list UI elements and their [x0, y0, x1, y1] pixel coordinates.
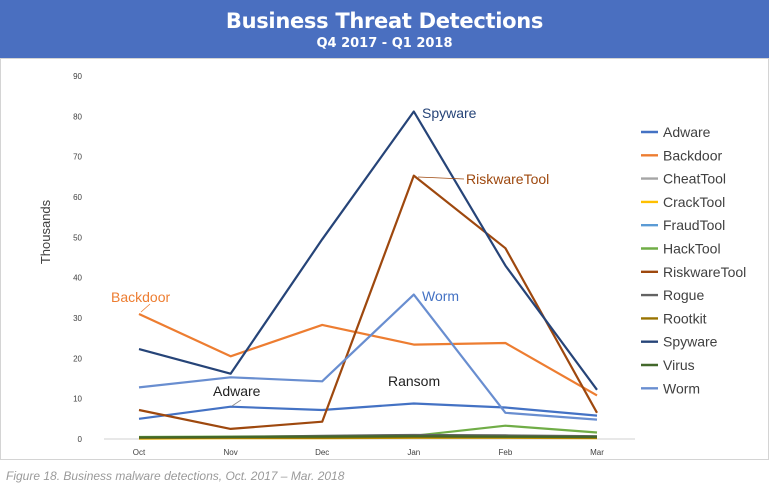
- x-tick-label: Mar: [590, 448, 604, 457]
- y-tick-label: 10: [73, 395, 82, 404]
- series-line-worm: [138, 293, 598, 421]
- y-tick-label: 0: [78, 435, 83, 444]
- x-tick-label: Nov: [223, 448, 237, 457]
- adware-leader-line: [231, 399, 242, 407]
- y-tick-label: 90: [73, 72, 82, 81]
- legend-label-cracktool: CrackTool: [663, 194, 725, 210]
- series-line-virus: [138, 435, 598, 439]
- riskwaretool-leader-line: [417, 176, 465, 180]
- x-tick-label: Jan: [407, 448, 420, 457]
- legend-label-riskwaretool: RiskwareTool: [663, 264, 746, 280]
- title-banner: Business Threat Detections Q4 2017 - Q1 …: [0, 0, 769, 58]
- annotation-ransom: Ransom: [388, 373, 440, 389]
- legend-label-spyware: Spyware: [663, 334, 718, 350]
- y-tick-label: 80: [73, 112, 82, 121]
- series-line-riskwaretool: [138, 174, 598, 430]
- y-tick-label: 30: [73, 314, 82, 323]
- annotation-spyware: Spyware: [422, 105, 477, 121]
- legend-label-adware: Adware: [663, 124, 711, 140]
- chart-title: Business Threat Detections: [225, 9, 544, 33]
- legend-label-rogue: Rogue: [663, 287, 704, 303]
- legend-label-cheattool: CheatTool: [663, 171, 726, 187]
- series-line-adware: [138, 402, 598, 420]
- y-tick-label: 70: [73, 153, 82, 162]
- series-line-backdoor: [138, 313, 598, 397]
- x-tick-label: Dec: [315, 448, 329, 457]
- legend-label-virus: Virus: [663, 357, 695, 373]
- annotation-adware: Adware: [213, 383, 261, 399]
- legend-label-hacktool: HackTool: [663, 241, 721, 257]
- series-line-spyware: [138, 110, 598, 391]
- legend-label-backdoor: Backdoor: [663, 147, 722, 163]
- y-tick-label: 40: [73, 274, 82, 283]
- y-tick-label: 20: [73, 354, 82, 363]
- annotation-riskwaretool: RiskwareTool: [466, 171, 549, 187]
- y-tick-label: 60: [73, 193, 82, 202]
- legend-label-fraudtool: FraudTool: [663, 217, 725, 233]
- annotation-worm: Worm: [422, 288, 459, 304]
- legend-label-rootkit: Rootkit: [663, 310, 707, 326]
- y-tick-label: 50: [73, 233, 82, 242]
- figure-caption: Figure 18. Business malware detections, …: [6, 469, 345, 483]
- annotation-backdoor: Backdoor: [111, 289, 170, 305]
- y-axis-title: Thousands: [38, 199, 53, 264]
- x-tick-label: Oct: [133, 448, 146, 457]
- legend-label-worm: Worm: [663, 380, 700, 396]
- x-tick-label: Feb: [499, 448, 513, 457]
- backdoor-leader-line: [140, 303, 151, 313]
- chart-subtitle: Q4 2017 - Q1 2018: [316, 36, 453, 51]
